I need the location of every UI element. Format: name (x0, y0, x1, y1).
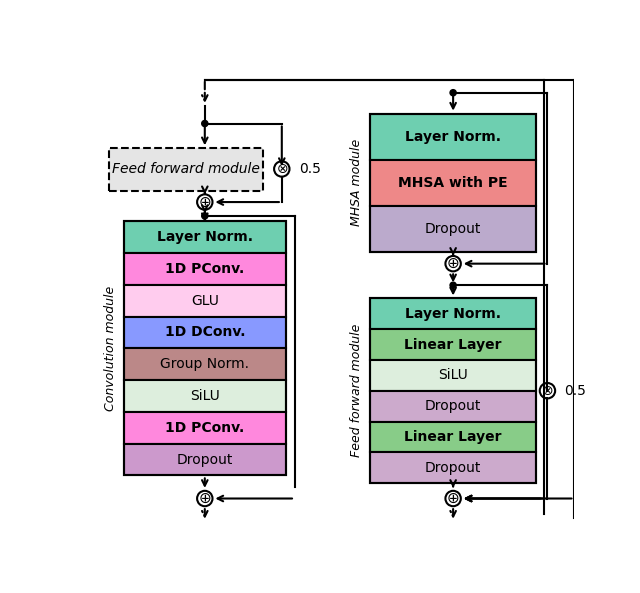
Bar (371, 113, 536, 252)
Bar (124, 317, 285, 348)
Text: $\oplus$: $\oplus$ (447, 256, 460, 271)
Bar (124, 285, 285, 317)
Bar (124, 380, 285, 412)
Circle shape (202, 213, 208, 219)
Bar (124, 253, 285, 285)
Bar (124, 444, 285, 476)
Text: Feed forward module: Feed forward module (111, 162, 259, 176)
Bar (371, 160, 536, 206)
Bar (124, 221, 285, 253)
Text: Dropout: Dropout (425, 399, 481, 413)
Text: GLU: GLU (191, 294, 219, 308)
Bar (371, 329, 536, 360)
Text: 1D DConv.: 1D DConv. (164, 326, 245, 339)
Bar (371, 113, 536, 160)
Text: Feed forward module: Feed forward module (350, 324, 363, 457)
Text: 0.5: 0.5 (564, 384, 586, 398)
Text: Layer Norm.: Layer Norm. (405, 130, 501, 144)
Text: Layer Norm.: Layer Norm. (405, 307, 501, 321)
Text: SiLU: SiLU (438, 368, 468, 382)
Text: Linear Layer: Linear Layer (404, 430, 502, 444)
Bar (371, 391, 536, 422)
Text: $\otimes$: $\otimes$ (541, 384, 554, 398)
Bar (371, 360, 536, 391)
Text: $\otimes$: $\otimes$ (276, 162, 288, 176)
Bar (371, 298, 536, 329)
Text: MHSA with PE: MHSA with PE (398, 176, 508, 190)
Bar (124, 348, 285, 380)
Bar (371, 206, 536, 252)
Text: Linear Layer: Linear Layer (404, 337, 502, 352)
Bar (371, 422, 536, 452)
Text: Dropout: Dropout (425, 461, 481, 475)
Text: 1D PConv.: 1D PConv. (165, 262, 244, 276)
Text: Convolution module: Convolution module (104, 286, 116, 411)
Text: MHSA module: MHSA module (350, 139, 363, 227)
Text: Layer Norm.: Layer Norm. (157, 230, 253, 244)
Text: 0.5: 0.5 (299, 162, 321, 176)
Bar (124, 412, 285, 444)
Bar (371, 452, 536, 483)
Text: Dropout: Dropout (177, 452, 233, 467)
Text: Dropout: Dropout (425, 222, 481, 236)
Circle shape (450, 90, 456, 96)
Circle shape (450, 282, 456, 288)
Bar (124, 221, 285, 476)
Text: $\oplus$: $\oplus$ (198, 195, 211, 209)
Text: SiLU: SiLU (190, 389, 220, 403)
Bar (371, 298, 536, 483)
Text: $\oplus$: $\oplus$ (447, 491, 460, 506)
Text: 1D PConv.: 1D PConv. (165, 421, 244, 435)
Text: Group Norm.: Group Norm. (160, 357, 250, 371)
Text: $\oplus$: $\oplus$ (198, 491, 211, 506)
Bar (109, 148, 262, 190)
Circle shape (202, 120, 208, 126)
